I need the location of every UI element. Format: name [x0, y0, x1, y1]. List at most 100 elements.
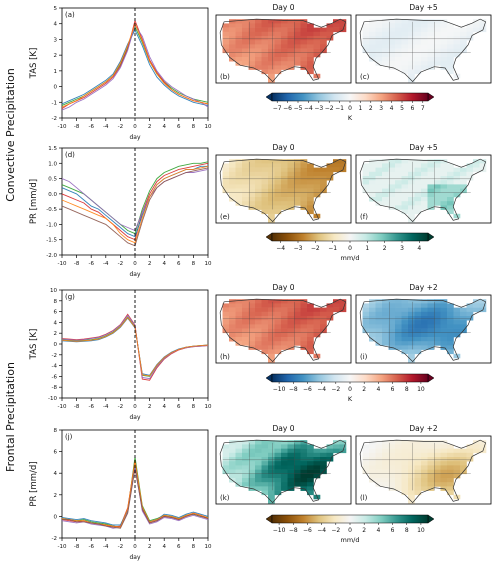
map-cell — [274, 197, 282, 202]
map-cell — [222, 31, 230, 37]
y-tick-label: 0.0 — [48, 192, 57, 198]
map-cell — [421, 478, 428, 483]
map-cell — [255, 176, 262, 181]
map-cell — [375, 167, 383, 173]
map-cell — [434, 332, 441, 338]
map-cell — [287, 328, 295, 334]
map-cell — [453, 192, 461, 198]
map-cell — [229, 320, 236, 325]
map-cell — [313, 469, 321, 475]
y-axis-label: PR [mm/d] — [29, 179, 39, 224]
map-cell — [414, 482, 422, 487]
map-cell — [382, 184, 389, 189]
x-tick-label: 6 — [177, 404, 181, 410]
map-cell — [395, 316, 402, 321]
map-cell — [460, 44, 467, 49]
y-tick-label: -6 — [52, 374, 58, 380]
map-cell — [401, 48, 409, 54]
colorbar-high-arrow — [427, 232, 435, 242]
map-cell — [388, 457, 396, 462]
map-cell — [300, 457, 308, 462]
map-cell — [427, 307, 435, 313]
map-cell — [261, 36, 269, 41]
map-cell — [274, 349, 282, 355]
map-cell — [421, 328, 428, 334]
map-cell — [287, 320, 295, 325]
map-cell — [401, 69, 409, 75]
map-cell — [388, 163, 396, 168]
map-cell — [274, 452, 282, 458]
map-cell — [408, 332, 415, 338]
map-cell — [255, 341, 262, 346]
map-cell — [268, 52, 275, 58]
map-cell — [248, 303, 256, 308]
map-cell — [473, 167, 480, 173]
map-cell — [369, 328, 376, 334]
map-cell — [320, 461, 327, 466]
colorbar-unit: K — [348, 395, 353, 403]
map-cell — [414, 48, 422, 54]
map-cell — [421, 486, 428, 491]
map-cell — [414, 345, 422, 350]
map-cell — [460, 324, 467, 329]
map-cell — [307, 171, 314, 177]
panel-label: (g) — [65, 293, 75, 301]
y-tick-label: 1 — [54, 69, 58, 75]
map-cell — [388, 328, 396, 334]
panel-label: (h) — [220, 353, 230, 361]
map-cell — [261, 299, 269, 304]
map-cell — [274, 61, 282, 66]
map-cell — [408, 307, 415, 313]
colorbar-tick-label: −1 — [328, 245, 337, 252]
map-cell — [447, 69, 454, 75]
panel-label: (l) — [360, 494, 368, 502]
series-line — [61, 464, 209, 526]
map-cell — [440, 19, 448, 24]
map-cell — [466, 167, 474, 173]
map-cell — [274, 176, 282, 181]
map-cell — [388, 180, 396, 185]
map-cell — [421, 19, 428, 24]
map-cell — [268, 192, 275, 198]
y-axis-label: TAS [K] — [29, 48, 39, 80]
map-cell — [395, 461, 402, 466]
map-cell — [434, 27, 441, 33]
colorbar: −7 −6 −5 −4 −3 −2 −1 0 1 2 3 4 5 6 7K — [265, 92, 435, 122]
map-cell — [382, 57, 389, 62]
map-cell — [369, 457, 376, 462]
map-cell — [408, 482, 415, 487]
map-cell — [268, 36, 275, 41]
map-cell — [333, 19, 340, 24]
colorbar-high-arrow — [427, 373, 435, 383]
map-cell — [255, 36, 262, 41]
map-cell — [235, 171, 243, 177]
map-cell — [326, 307, 334, 313]
map-cell — [281, 444, 288, 449]
map-cell — [333, 23, 340, 28]
map-cell — [235, 176, 243, 181]
map-cell — [447, 36, 454, 41]
map-cell — [473, 23, 480, 28]
map-cell — [447, 44, 454, 49]
map-cell — [274, 40, 282, 45]
map-cell — [447, 307, 454, 313]
map-cell — [375, 324, 383, 329]
map-cell — [248, 163, 256, 168]
map-cell — [395, 337, 402, 342]
map-cell — [326, 163, 334, 168]
map-cell — [326, 448, 334, 454]
map-cell — [320, 457, 327, 462]
map-cell — [287, 482, 295, 487]
map-cell — [427, 163, 435, 168]
map-cell — [235, 48, 243, 54]
map-cell — [281, 44, 288, 49]
map-cell — [362, 188, 370, 194]
map-cell — [281, 40, 288, 45]
map-cell — [447, 192, 454, 198]
map-cell — [382, 311, 389, 317]
map-cell — [300, 478, 308, 483]
map-cell — [268, 31, 275, 37]
map-cell — [447, 48, 454, 54]
map-cell — [453, 328, 461, 334]
map-cell — [268, 440, 275, 445]
